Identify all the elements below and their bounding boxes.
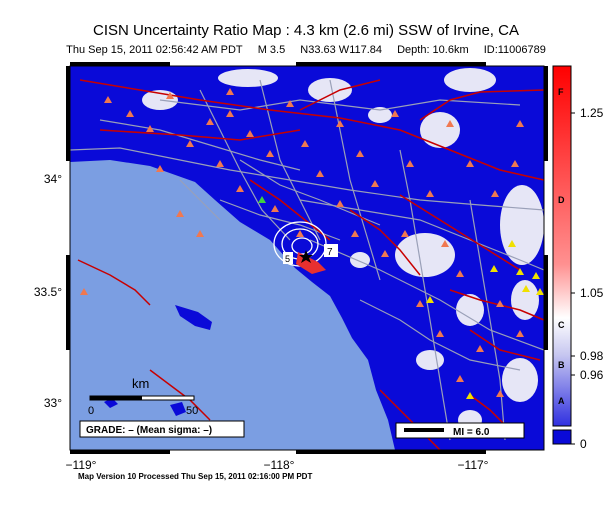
event-id: ID:11006789 xyxy=(483,44,546,56)
svg-text:F: F xyxy=(558,87,564,97)
stations-yellow xyxy=(426,240,544,399)
svg-text:0.98: 0.98 xyxy=(580,349,604,363)
mi-bar xyxy=(404,428,444,432)
map-subtitle: Thu Sep 15, 2011 02:56:42 AM PDT M 3.5 N… xyxy=(0,44,612,56)
contour-label-5-box xyxy=(283,252,293,264)
colorbar-labels: 1.25 1.05 0.98 0.96 0 xyxy=(580,106,604,451)
stations xyxy=(80,88,524,397)
frame-ticks xyxy=(66,62,548,454)
scale-start: 0 xyxy=(88,405,94,417)
map-title: CISN Uncertainty Ratio Map : 4.3 km (2.6… xyxy=(93,22,519,39)
event-location: N33.63 W117.84 xyxy=(300,44,383,56)
colorbar-ticks xyxy=(571,112,575,445)
xtick-119: −119° xyxy=(65,458,97,472)
svg-text:1.25: 1.25 xyxy=(580,106,604,120)
scale-unit: km xyxy=(132,376,149,391)
mi-box xyxy=(395,422,525,439)
colorbar-zero xyxy=(552,429,572,445)
mi-text: MI = 6.0 xyxy=(453,427,490,438)
event-magnitude: M 3.5 xyxy=(257,44,286,56)
xtick-117: −117° xyxy=(457,458,489,472)
svg-text:A: A xyxy=(558,396,565,406)
grade-text: GRADE: – (Mean sigma: –) xyxy=(86,425,212,436)
catalina-island xyxy=(175,305,212,330)
svg-text:C: C xyxy=(558,320,565,330)
scale-bar: km 0 50 xyxy=(88,376,198,417)
svg-text:1.05: 1.05 xyxy=(580,286,604,300)
svg-text:B: B xyxy=(558,360,565,370)
colorbar xyxy=(552,65,572,427)
ytick-33: 33° xyxy=(43,396,62,410)
scale-end: 50 xyxy=(186,405,198,417)
event-depth: Depth: 10.6km xyxy=(397,44,469,56)
ytick-33-5: 33.5° xyxy=(33,285,62,299)
grade-box xyxy=(79,420,245,438)
station-green xyxy=(258,196,266,203)
contour-label-7: 7 xyxy=(327,247,333,258)
epicenter-star xyxy=(299,250,313,263)
contour-label-7-box xyxy=(324,244,338,257)
svg-text:D: D xyxy=(558,195,565,205)
xtick-118: −118° xyxy=(263,458,295,472)
map-version-footer: Map Version 10 Processed Thu Sep 15, 201… xyxy=(78,472,313,481)
svg-text:0.96: 0.96 xyxy=(580,368,604,382)
contour-label-5: 5 xyxy=(285,254,290,264)
faults xyxy=(77,79,544,450)
ytick-34: 34° xyxy=(43,172,62,186)
event-datetime: Thu Sep 15, 2011 02:56:42 AM PDT xyxy=(66,44,243,56)
svg-text:0: 0 xyxy=(580,437,587,451)
island-small-2 xyxy=(170,402,186,416)
colorbar-grades: F D C B A xyxy=(558,87,565,406)
